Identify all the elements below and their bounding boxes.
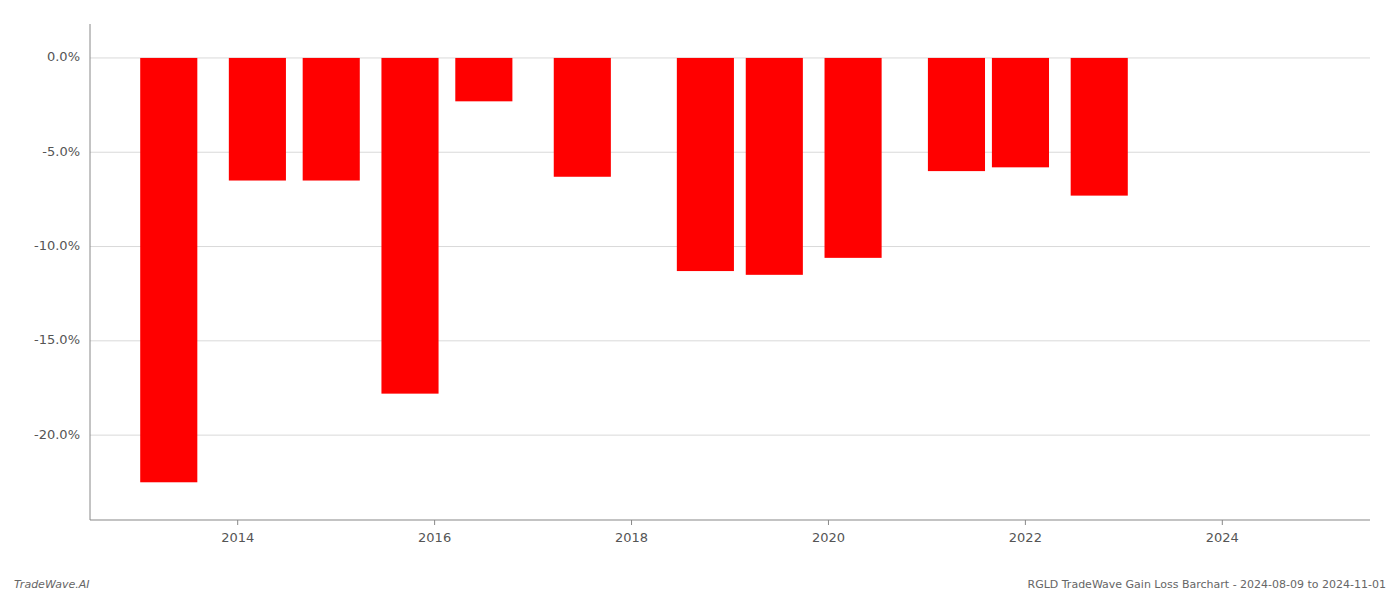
- x-tick: [1025, 520, 1026, 525]
- grid-line: [90, 435, 1370, 436]
- bar: [455, 58, 512, 101]
- bar: [825, 58, 882, 258]
- x-tick-label: 2022: [1009, 530, 1042, 545]
- y-tick-label: -10.0%: [34, 238, 80, 253]
- y-tick-label: -5.0%: [42, 144, 80, 159]
- bar: [229, 58, 286, 181]
- x-tick: [631, 520, 632, 525]
- y-grid: [90, 58, 1370, 435]
- x-tick: [237, 520, 238, 525]
- bar: [303, 58, 360, 181]
- bar: [928, 58, 985, 171]
- x-tick: [434, 520, 435, 525]
- footer-left: TradeWave.AI: [14, 578, 89, 591]
- x-tick-label: 2014: [221, 530, 254, 545]
- bar: [992, 58, 1049, 167]
- y-tick-label: -15.0%: [34, 332, 80, 347]
- bar: [677, 58, 734, 271]
- footer-right: RGLD TradeWave Gain Loss Barchart - 2024…: [1028, 578, 1387, 591]
- x-tick-label: 2020: [812, 530, 845, 545]
- x-tick: [828, 520, 829, 525]
- y-tick-label: -20.0%: [34, 427, 80, 442]
- x-axis-line: [90, 519, 1370, 520]
- grid-line: [90, 340, 1370, 341]
- bar: [746, 58, 803, 275]
- bar: [140, 58, 197, 482]
- y-tick-label: 0.0%: [47, 49, 80, 64]
- bar: [1071, 58, 1128, 196]
- bar: [381, 58, 438, 394]
- x-tick-label: 2018: [615, 530, 648, 545]
- x-tick-label: 2024: [1206, 530, 1239, 545]
- bar: [554, 58, 611, 177]
- x-tick-label: 2016: [418, 530, 451, 545]
- y-axis-line: [90, 24, 91, 520]
- bars: [140, 58, 1128, 482]
- chart: 0.0% -5.0% -10.0% -15.0% -20.0% 2014 2016 2018 2…: [0, 0, 1400, 600]
- x-tick: [1222, 520, 1223, 525]
